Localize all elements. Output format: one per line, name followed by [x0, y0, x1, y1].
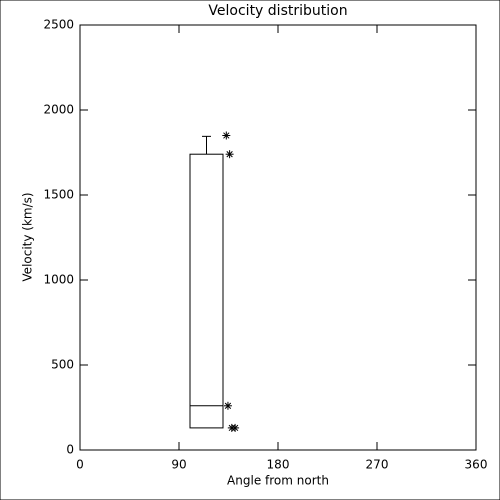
x-tick-label: 360	[465, 458, 488, 472]
y-tick-label: 2500	[43, 18, 74, 32]
asterisk-stroke	[231, 424, 239, 432]
asterisk-stroke	[224, 402, 232, 409]
outlier-point	[231, 423, 240, 432]
y-axis-label: Velocity (km/s)	[21, 192, 35, 281]
asterisk-stroke	[226, 151, 233, 158]
x-tick-label: 270	[366, 458, 389, 472]
outlier-point	[223, 401, 232, 410]
x-tick-label: 0	[76, 458, 84, 472]
y-tick-label: 2000	[43, 103, 74, 117]
outlier-point	[222, 131, 231, 140]
outlier-point	[225, 150, 234, 159]
y-tick-label: 500	[51, 358, 74, 372]
box	[189, 153, 224, 429]
y-tick-label: 1000	[43, 273, 74, 287]
x-axis-label: Angle from north	[227, 474, 329, 488]
plot-frame	[79, 24, 477, 451]
y-tick-label: 1500	[43, 188, 74, 202]
x-tick-label: 180	[267, 458, 290, 472]
chart-title: Velocity distribution	[208, 3, 347, 19]
asterisk-stroke	[223, 132, 230, 139]
y-tick-label: 0	[66, 443, 74, 457]
x-tick-label: 90	[171, 458, 186, 472]
